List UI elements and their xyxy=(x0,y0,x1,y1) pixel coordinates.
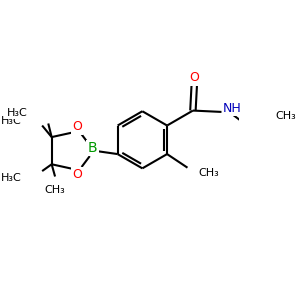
Text: CH₃: CH₃ xyxy=(275,111,296,121)
Text: H₃C: H₃C xyxy=(7,108,28,118)
Text: O: O xyxy=(72,120,82,134)
Text: H₃C: H₃C xyxy=(1,116,22,126)
Text: CH₃: CH₃ xyxy=(198,168,219,178)
Text: CH₃: CH₃ xyxy=(45,185,65,195)
Text: O: O xyxy=(72,168,82,181)
Text: B: B xyxy=(88,141,97,155)
Text: O: O xyxy=(189,71,199,84)
Text: H₃C: H₃C xyxy=(1,173,22,183)
Text: NH: NH xyxy=(223,102,242,115)
